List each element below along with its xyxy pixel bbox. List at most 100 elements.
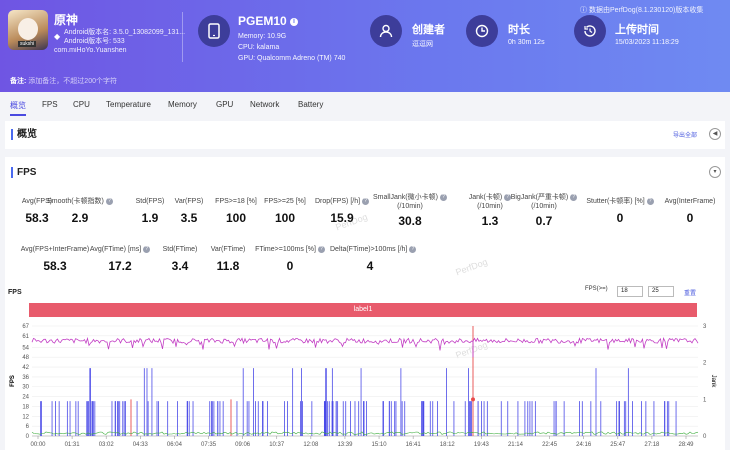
expand-icon[interactable]: ▾ (709, 166, 721, 178)
x-tick-label: 06:04 (167, 442, 183, 448)
session-header: sukshi 原神 ◆ Android版本名: 3.5.0_13082099_1… (0, 0, 730, 92)
collapse-icon[interactable]: ◀ (709, 128, 721, 140)
y2-axis-label: Jank (710, 375, 716, 389)
stat-1-2: Std(FPS) 1.9 (110, 197, 190, 225)
stat-1-7: SmallJank(微小卡顿)? (/10min) 30.8 (370, 193, 450, 228)
x-tick-label: 21:14 (508, 442, 524, 448)
stat-label: Delta(FTime)>100ms [/h]? (330, 245, 417, 254)
y2-tick-label: 3 (703, 324, 707, 330)
duration-value: 0h 30m 12s (508, 39, 545, 46)
tab-battery[interactable]: Battery (298, 100, 324, 109)
tab-overview[interactable]: 概览 (10, 100, 26, 116)
stat-label: Jank(卡顿)? (450, 193, 530, 202)
device-specs: Memory: 10.9G CPU: kalama GPU: Qualcomm … (238, 33, 346, 62)
stat-2-0: Avg(FPS+InterFrame) 58.3 (15, 245, 95, 273)
stat-1-0: Avg(FPS) 58.3 (0, 197, 77, 225)
y2-tick-label: 0 (703, 434, 707, 440)
x-tick-label: 27:18 (644, 442, 660, 448)
stat-label: Avg(FPS+InterFrame) (20, 246, 90, 253)
fps-section-title: FPS (11, 167, 36, 178)
interframe-line (31, 431, 699, 435)
overview-panel: 概览 导出全部 ◀ (5, 121, 725, 149)
x-tick-label: 13:39 (337, 442, 353, 448)
bigjank-marker (471, 397, 475, 402)
x-tick-label: 28:49 (678, 442, 694, 448)
export-all-link[interactable]: 导出全部 (673, 133, 698, 139)
tab-gpu[interactable]: GPU (216, 100, 234, 109)
stat-value: 1.9 (141, 211, 159, 225)
y2-tick-label: 1 (703, 397, 707, 403)
x-tick-label: 04:33 (133, 442, 149, 448)
stat-1-1: Smooth(卡顿指数)? 2.9 (40, 197, 120, 225)
history-icon (574, 15, 606, 47)
x-tick-label: 19:43 (474, 442, 490, 448)
source-info: ⓘ 数据由PerfDog(8.1.230120)版本收集 (580, 7, 704, 14)
stat-1-9: BigJank(严重卡顿)? (/10min) 0.7 (504, 193, 584, 228)
y-tick-label: 6 (26, 424, 30, 430)
package-name: com.miHoYo.Yuanshen (54, 47, 127, 54)
x-tick-label: 00:00 (30, 442, 46, 448)
x-tick-label: 24:16 (576, 442, 592, 448)
stat-value: 30.8 (398, 214, 422, 228)
chart-title: FPS (8, 289, 22, 296)
stat-label: Avg(InterFrame) (664, 198, 716, 205)
help-icon[interactable]: ? (439, 193, 447, 201)
help-icon[interactable]: ? (105, 197, 113, 205)
help-icon[interactable]: ? (570, 193, 578, 201)
tab-bar: 概览 FPS CPU Temperature Memory GPU Networ… (0, 96, 730, 116)
x-tick-label: 22:45 (542, 442, 558, 448)
stat-label: Std(FPS) (135, 198, 165, 205)
stat-label: FPS>=18 [%] (215, 198, 257, 205)
stat-value: 0 (616, 211, 624, 225)
stat-1-4: FPS>=18 [%] 100 (196, 197, 276, 225)
tab-temperature[interactable]: Temperature (106, 100, 151, 109)
x-tick-label: 15:10 (372, 442, 388, 448)
help-icon[interactable]: ? (362, 197, 370, 205)
stat-1-10: Stutter(卡顿率) [%]? 0 (580, 197, 660, 225)
stat-value: 2.9 (71, 211, 89, 225)
fps-threshold-input-2[interactable]: 25 (648, 286, 674, 297)
label-bar[interactable]: label1 (29, 303, 697, 317)
info-circle-icon: ⓘ (580, 7, 587, 14)
tab-fps[interactable]: FPS (42, 100, 58, 109)
tab-network[interactable]: Network (250, 100, 280, 109)
info-icon[interactable]: i (290, 17, 299, 26)
y-tick-label: 24 (22, 395, 29, 401)
stat-2-2: Std(FTime) 3.4 (140, 245, 220, 273)
stat-value: 11.8 (216, 259, 240, 273)
user-icon (370, 15, 402, 47)
stat-label: Avg(FPS) (21, 198, 53, 205)
stat-label: Var(FPS) (174, 198, 204, 205)
stat-label: Std(FTime) (162, 246, 198, 253)
stat-label: Var(FTime) (210, 246, 246, 253)
fps-line (31, 336, 699, 351)
tab-memory[interactable]: Memory (168, 100, 197, 109)
y-tick-label: 42 (22, 365, 29, 371)
help-icon[interactable]: ? (504, 193, 512, 201)
x-tick-label: 25:47 (610, 442, 626, 448)
overview-title: 概览 (11, 129, 37, 140)
stat-value: 58.3 (43, 259, 67, 273)
note-field[interactable]: 备注: 添加备注，不超过200个字符 (10, 78, 117, 85)
reset-link[interactable]: 重置 (684, 291, 697, 297)
stat-value: 0.7 (535, 214, 553, 228)
help-icon[interactable]: ? (646, 197, 654, 205)
stat-label: FTime>=100ms [%]? (250, 245, 330, 254)
help-icon[interactable]: ? (317, 245, 325, 253)
x-tick-label: 03:02 (99, 442, 115, 448)
app-name: 原神 (54, 13, 79, 27)
fps-threshold-input-1[interactable]: 18 (617, 286, 643, 297)
help-icon[interactable]: ? (143, 245, 151, 253)
y-tick-label: 36 (22, 375, 29, 381)
y-tick-label: 18 (22, 404, 29, 410)
stat-label-unit: (/10min) (397, 203, 423, 210)
y-tick-label: 48 (22, 355, 29, 361)
stat-label: Smooth(卡顿指数)? (40, 197, 120, 206)
tab-cpu[interactable]: CPU (73, 100, 90, 109)
help-icon[interactable]: ? (409, 245, 417, 253)
stat-value: 17.2 (108, 259, 132, 273)
upload-value: 15/03/2023 11:18:29 (615, 39, 679, 46)
stat-value: 4 (366, 259, 374, 273)
stat-value: 100 (274, 211, 296, 225)
